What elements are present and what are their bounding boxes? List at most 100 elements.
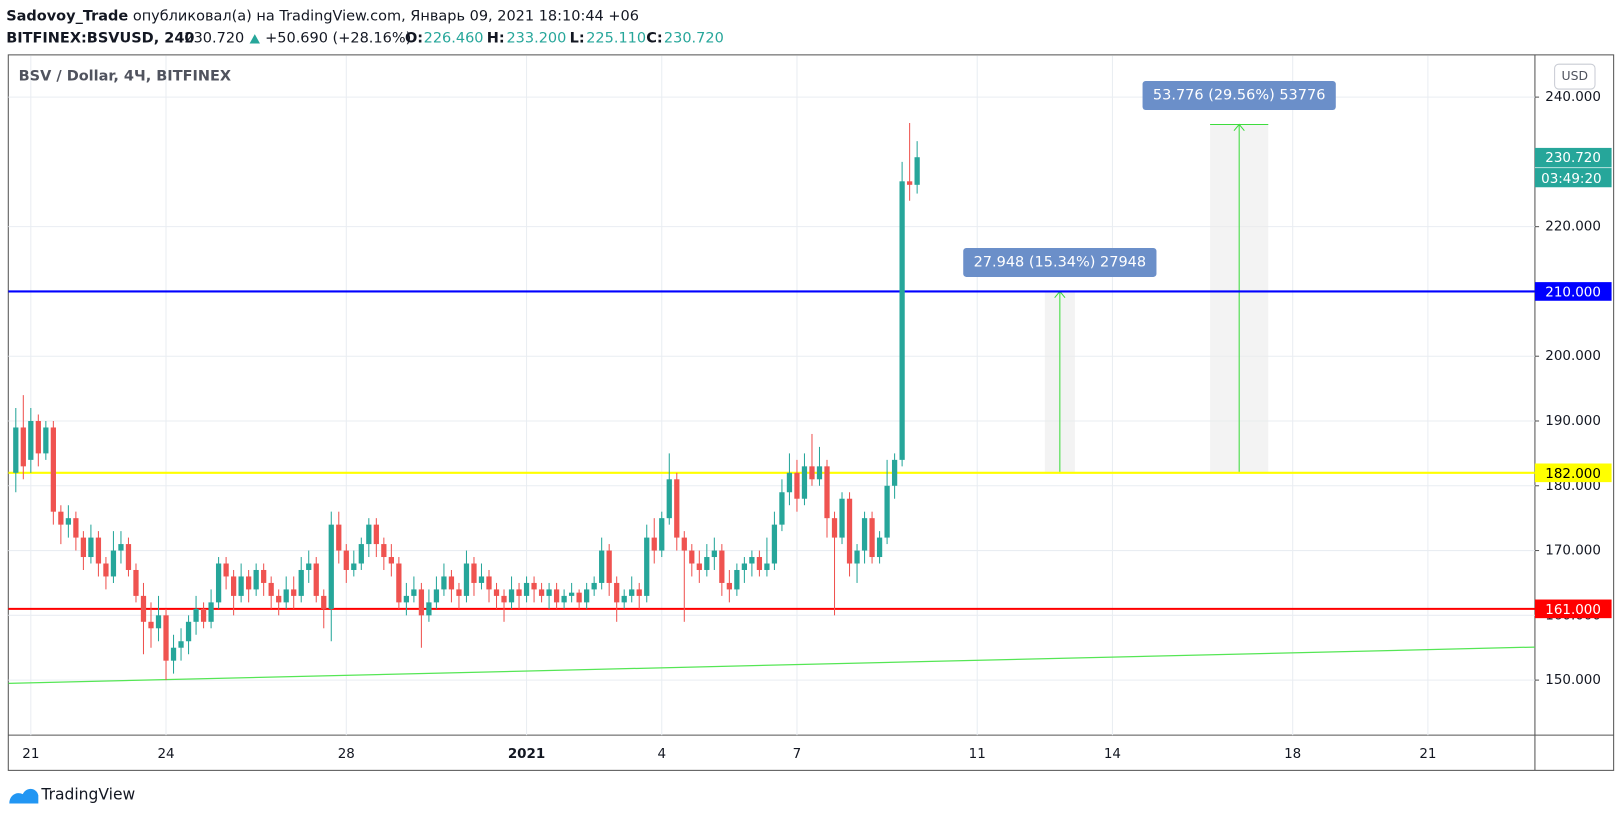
candle-body bbox=[899, 181, 905, 460]
candle-body bbox=[426, 602, 432, 616]
candle-body bbox=[313, 563, 319, 596]
candle-body bbox=[178, 641, 184, 648]
price-tag bbox=[1534, 282, 1612, 301]
candle-body bbox=[125, 544, 132, 570]
candle-body bbox=[839, 498, 845, 538]
currency-button[interactable] bbox=[1554, 63, 1596, 90]
candle-body bbox=[771, 524, 778, 564]
candle-body bbox=[824, 466, 830, 519]
candle-body bbox=[801, 466, 808, 499]
currency[interactable]: USD bbox=[1562, 68, 1589, 83]
brand-logo bbox=[9, 788, 39, 804]
candle-body bbox=[786, 472, 793, 493]
candle-body bbox=[794, 472, 800, 499]
candle-body bbox=[681, 537, 687, 551]
candle-body bbox=[516, 589, 522, 596]
price-tag bbox=[1534, 463, 1612, 483]
brand: TradingView bbox=[40, 786, 135, 804]
ohlc-value: 225.110 bbox=[586, 30, 646, 46]
candle-body bbox=[809, 466, 815, 480]
candle-body bbox=[433, 589, 440, 603]
candle-body bbox=[846, 498, 853, 564]
candle-body bbox=[65, 518, 72, 525]
up-arrow-icon bbox=[249, 34, 260, 44]
candle-body bbox=[328, 524, 334, 609]
candle-body bbox=[493, 589, 500, 596]
candle-body bbox=[230, 576, 237, 596]
price: 230.720 bbox=[184, 30, 244, 46]
candle-body bbox=[704, 557, 710, 570]
candle-body bbox=[261, 569, 267, 583]
candle-body bbox=[366, 524, 372, 545]
ohlc-key: L: bbox=[570, 30, 585, 46]
chart-title: BSV / Dollar, 4Ч, BITFINEX bbox=[19, 69, 231, 85]
y-tick-label: 180.000 bbox=[1545, 479, 1601, 494]
candle-body bbox=[463, 563, 470, 596]
candle-body bbox=[351, 563, 357, 570]
candle-body bbox=[576, 592, 582, 603]
candle-body bbox=[200, 608, 207, 622]
candle-body bbox=[118, 544, 124, 551]
measure-arrowhead bbox=[1233, 123, 1245, 132]
y-tick-label: 170.000 bbox=[1545, 544, 1601, 559]
candle-body bbox=[103, 563, 109, 577]
candle-body bbox=[140, 595, 147, 622]
x-tick-label: 4 bbox=[657, 747, 666, 762]
candle-body bbox=[599, 550, 605, 583]
candle-body bbox=[215, 563, 222, 603]
candle-body bbox=[148, 621, 154, 629]
countdown: 03:49:20 bbox=[1541, 172, 1601, 187]
measure-label: 53.776 (29.56%) 53776 bbox=[1153, 87, 1326, 103]
published: опубликовал(а) на TradingView.com, Январ… bbox=[128, 9, 639, 25]
price-tag-label: 161.000 bbox=[1545, 603, 1601, 618]
candle-body bbox=[238, 576, 244, 596]
author: Sadovoy_Trade bbox=[6, 9, 128, 25]
ohlc-key: C: bbox=[646, 30, 662, 46]
x-tick-label: 28 bbox=[338, 747, 355, 762]
candle-body bbox=[50, 427, 56, 512]
candle-body bbox=[914, 157, 920, 185]
axes: 21242820214711141821150.000160.000170.00… bbox=[22, 90, 1612, 762]
candle-body bbox=[523, 582, 530, 596]
y-tick-label: 240.000 bbox=[1545, 90, 1601, 105]
candle-body bbox=[876, 537, 883, 558]
x-tick-label: 14 bbox=[1104, 747, 1121, 762]
candle-body bbox=[869, 518, 875, 558]
x-tick-label: 24 bbox=[157, 747, 174, 762]
candle-body bbox=[448, 576, 455, 590]
price-tag-label: 210.000 bbox=[1545, 285, 1601, 300]
change: +50.690 (+28.16%) bbox=[265, 30, 411, 46]
candle-body bbox=[193, 608, 199, 622]
candle-body bbox=[268, 582, 274, 596]
candle-body bbox=[170, 647, 177, 661]
candle-body bbox=[343, 550, 349, 570]
candle-body bbox=[629, 589, 635, 596]
y-tick-label: 200.000 bbox=[1545, 349, 1601, 364]
candle-body bbox=[636, 589, 642, 596]
candle-body bbox=[306, 563, 312, 570]
y-tick-label: 220.000 bbox=[1545, 220, 1601, 235]
x-tick-label: 7 bbox=[793, 747, 802, 762]
candle-body bbox=[110, 550, 117, 577]
candle-body bbox=[531, 582, 537, 590]
candle-body bbox=[396, 563, 402, 603]
candle-body bbox=[155, 615, 162, 629]
x-tick-label: 2021 bbox=[508, 747, 545, 762]
candle-body bbox=[689, 550, 695, 564]
candle-body bbox=[471, 563, 477, 583]
candle-body bbox=[208, 602, 214, 622]
candle-body bbox=[43, 427, 49, 454]
candle-body bbox=[831, 518, 838, 538]
candle-body bbox=[561, 595, 567, 603]
candle-body bbox=[246, 576, 252, 590]
candle-body bbox=[538, 589, 545, 596]
x-tick-label: 21 bbox=[22, 747, 39, 762]
candle-body bbox=[584, 589, 590, 603]
price-tag bbox=[1534, 599, 1612, 619]
candle-body bbox=[73, 518, 79, 538]
candle-body bbox=[854, 550, 860, 564]
candle-body bbox=[88, 537, 94, 558]
candle-body bbox=[568, 592, 575, 596]
candle-body bbox=[35, 420, 41, 454]
